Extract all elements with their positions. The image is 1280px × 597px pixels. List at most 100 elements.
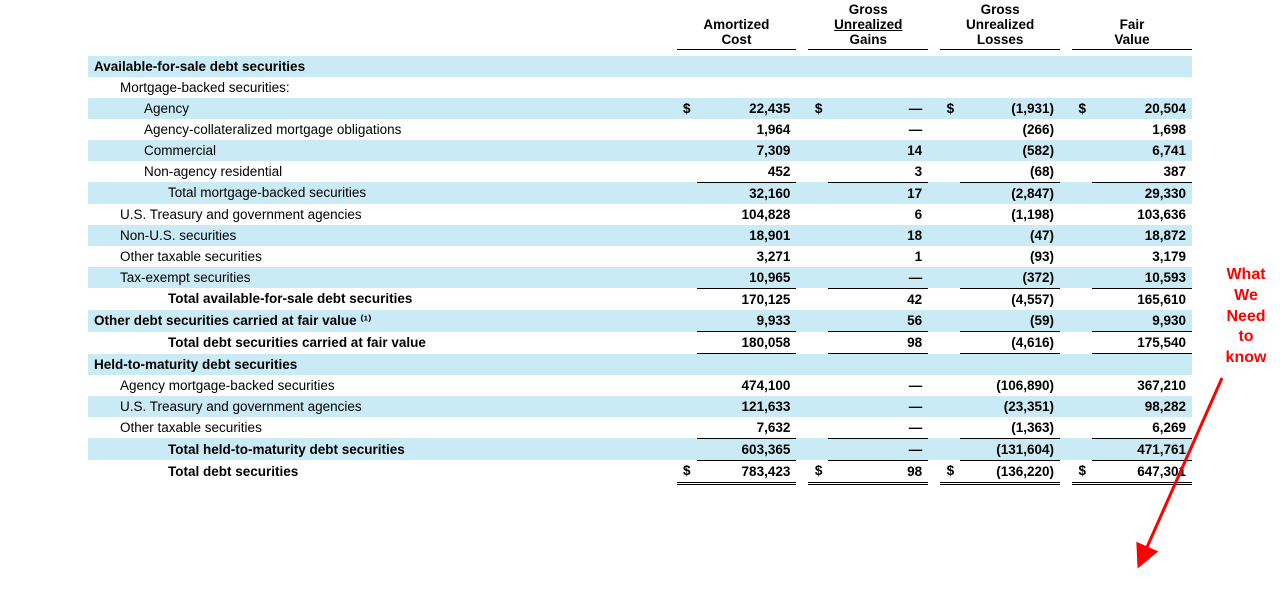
total-debt-fair: 647,301 <box>1092 460 1192 483</box>
row-tax-exempt-label: Tax-exempt securities <box>88 267 677 289</box>
commercial-cost: 7,309 <box>697 140 797 161</box>
nonagency-fair: 387 <box>1092 161 1192 183</box>
total-htm-fair: 471,761 <box>1092 438 1192 460</box>
commercial-fair: 6,741 <box>1092 140 1192 161</box>
commercial-losses: (582) <box>960 140 1060 161</box>
row-htm-other-label: Other taxable securities <box>88 417 677 439</box>
dollar-sign: $ <box>1072 460 1092 483</box>
agency-fair: 20,504 <box>1092 98 1192 119</box>
total-debt-cost: 783,423 <box>697 460 797 483</box>
htm-ust-cost: 121,633 <box>697 396 797 417</box>
dollar-sign: $ <box>1072 98 1092 119</box>
anno-l4: to <box>1238 328 1253 345</box>
anno-l1: What <box>1226 266 1265 283</box>
total-afs-gains: 42 <box>828 288 928 310</box>
hdr-losses-2: Unrealized <box>966 17 1034 32</box>
hdr-fair-2: Value <box>1114 32 1149 47</box>
row-ust-label: U.S. Treasury and government agencies <box>88 204 677 225</box>
hdr-gains-2: Unrealized <box>834 17 902 32</box>
total-htm-cost: 603,365 <box>697 438 797 460</box>
ust-fair: 103,636 <box>1092 204 1192 225</box>
hdr-gains-1: Gross <box>849 2 888 17</box>
total-afs-cost: 170,125 <box>697 288 797 310</box>
nonagency-cost: 452 <box>697 161 797 183</box>
acmo-gains: — <box>828 119 928 140</box>
dollar-sign: $ <box>940 460 960 483</box>
row-total-mbs-label: Total mortgage-backed securities <box>88 182 677 204</box>
htm-other-gains: — <box>828 417 928 439</box>
dollar-sign: $ <box>940 98 960 119</box>
nonagency-losses: (68) <box>960 161 1060 183</box>
nonagency-gains: 3 <box>828 161 928 183</box>
total-fv-gains: 98 <box>828 332 928 354</box>
hdr-cost-1: Amortized <box>703 17 769 32</box>
ust-gains: 6 <box>828 204 928 225</box>
row-total-debt-label: Total debt securities <box>88 460 677 483</box>
total-debt-losses: (136,220) <box>960 460 1060 483</box>
tax-exempt-gains: — <box>828 267 928 289</box>
total-mbs-cost: 32,160 <box>697 182 797 204</box>
agency-cost: 22,435 <box>697 98 797 119</box>
htm-other-losses: (1,363) <box>960 417 1060 439</box>
nonus-losses: (47) <box>960 225 1060 246</box>
other-debt-fair: 9,930 <box>1092 310 1192 332</box>
row-nonagency-label: Non-agency residential <box>88 161 677 183</box>
hdr-gains-3: Gains <box>850 32 888 47</box>
row-nonus-label: Non-U.S. securities <box>88 225 677 246</box>
dollar-sign: $ <box>808 98 828 119</box>
other-tax-cost: 3,271 <box>697 246 797 267</box>
other-debt-gains: 56 <box>828 310 928 332</box>
hdr-losses-1: Gross <box>981 2 1020 17</box>
htm-agency-gains: — <box>828 375 928 396</box>
other-debt-cost: 9,933 <box>697 310 797 332</box>
total-mbs-losses: (2,847) <box>960 182 1060 204</box>
dollar-sign: $ <box>677 460 697 483</box>
htm-agency-fair: 367,210 <box>1092 375 1192 396</box>
nonus-fair: 18,872 <box>1092 225 1192 246</box>
annotation-text: What We Need to know <box>1218 265 1274 369</box>
tax-exempt-fair: 10,593 <box>1092 267 1192 289</box>
htm-other-cost: 7,632 <box>697 417 797 439</box>
htm-agency-cost: 474,100 <box>697 375 797 396</box>
section-htm: Held-to-maturity debt securities <box>88 354 677 375</box>
anno-l3: Need <box>1226 308 1265 325</box>
ust-cost: 104,828 <box>697 204 797 225</box>
row-htm-ust-label: U.S. Treasury and government agencies <box>88 396 677 417</box>
row-total-htm-label: Total held-to-maturity debt securities <box>88 438 677 460</box>
anno-l2: We <box>1234 287 1258 304</box>
row-commercial-label: Commercial <box>88 140 677 161</box>
row-htm-agency-label: Agency mortgage-backed securities <box>88 375 677 396</box>
dollar-sign: $ <box>808 460 828 483</box>
hdr-losses-3: Losses <box>977 32 1024 47</box>
debt-securities-table: Amortized Cost Gross Unrealized Gains Gr… <box>88 0 1192 485</box>
row-agency-label: Agency <box>88 98 677 119</box>
row-other-debt-label: Other debt securities carried at fair va… <box>88 310 677 332</box>
total-afs-losses: (4,557) <box>960 288 1060 310</box>
row-acmo-label: Agency-collateralized mortgage obligatio… <box>88 119 677 140</box>
row-total-afs-label: Total available-for-sale debt securities <box>88 288 677 310</box>
commercial-gains: 14 <box>828 140 928 161</box>
total-htm-losses: (131,604) <box>960 438 1060 460</box>
acmo-cost: 1,964 <box>697 119 797 140</box>
hdr-fair-1: Fair <box>1120 17 1145 32</box>
agency-gains: — <box>828 98 928 119</box>
row-total-fv-label: Total debt securities carried at fair va… <box>88 332 677 354</box>
htm-other-fair: 6,269 <box>1092 417 1192 439</box>
tax-exempt-cost: 10,965 <box>697 267 797 289</box>
other-debt-losses: (59) <box>960 310 1060 332</box>
agency-losses: (1,931) <box>960 98 1060 119</box>
section-afs: Available-for-sale debt securities <box>88 56 677 77</box>
nonus-cost: 18,901 <box>697 225 797 246</box>
row-other-tax-label: Other taxable securities <box>88 246 677 267</box>
total-debt-gains: 98 <box>828 460 928 483</box>
total-afs-fair: 165,610 <box>1092 288 1192 310</box>
htm-ust-gains: — <box>828 396 928 417</box>
total-mbs-gains: 17 <box>828 182 928 204</box>
hdr-cost-2: Cost <box>721 32 751 47</box>
row-mbs-header: Mortgage-backed securities: <box>88 77 677 98</box>
htm-ust-fair: 98,282 <box>1092 396 1192 417</box>
other-tax-fair: 3,179 <box>1092 246 1192 267</box>
acmo-fair: 1,698 <box>1092 119 1192 140</box>
dollar-sign: $ <box>677 98 697 119</box>
htm-ust-losses: (23,351) <box>960 396 1060 417</box>
